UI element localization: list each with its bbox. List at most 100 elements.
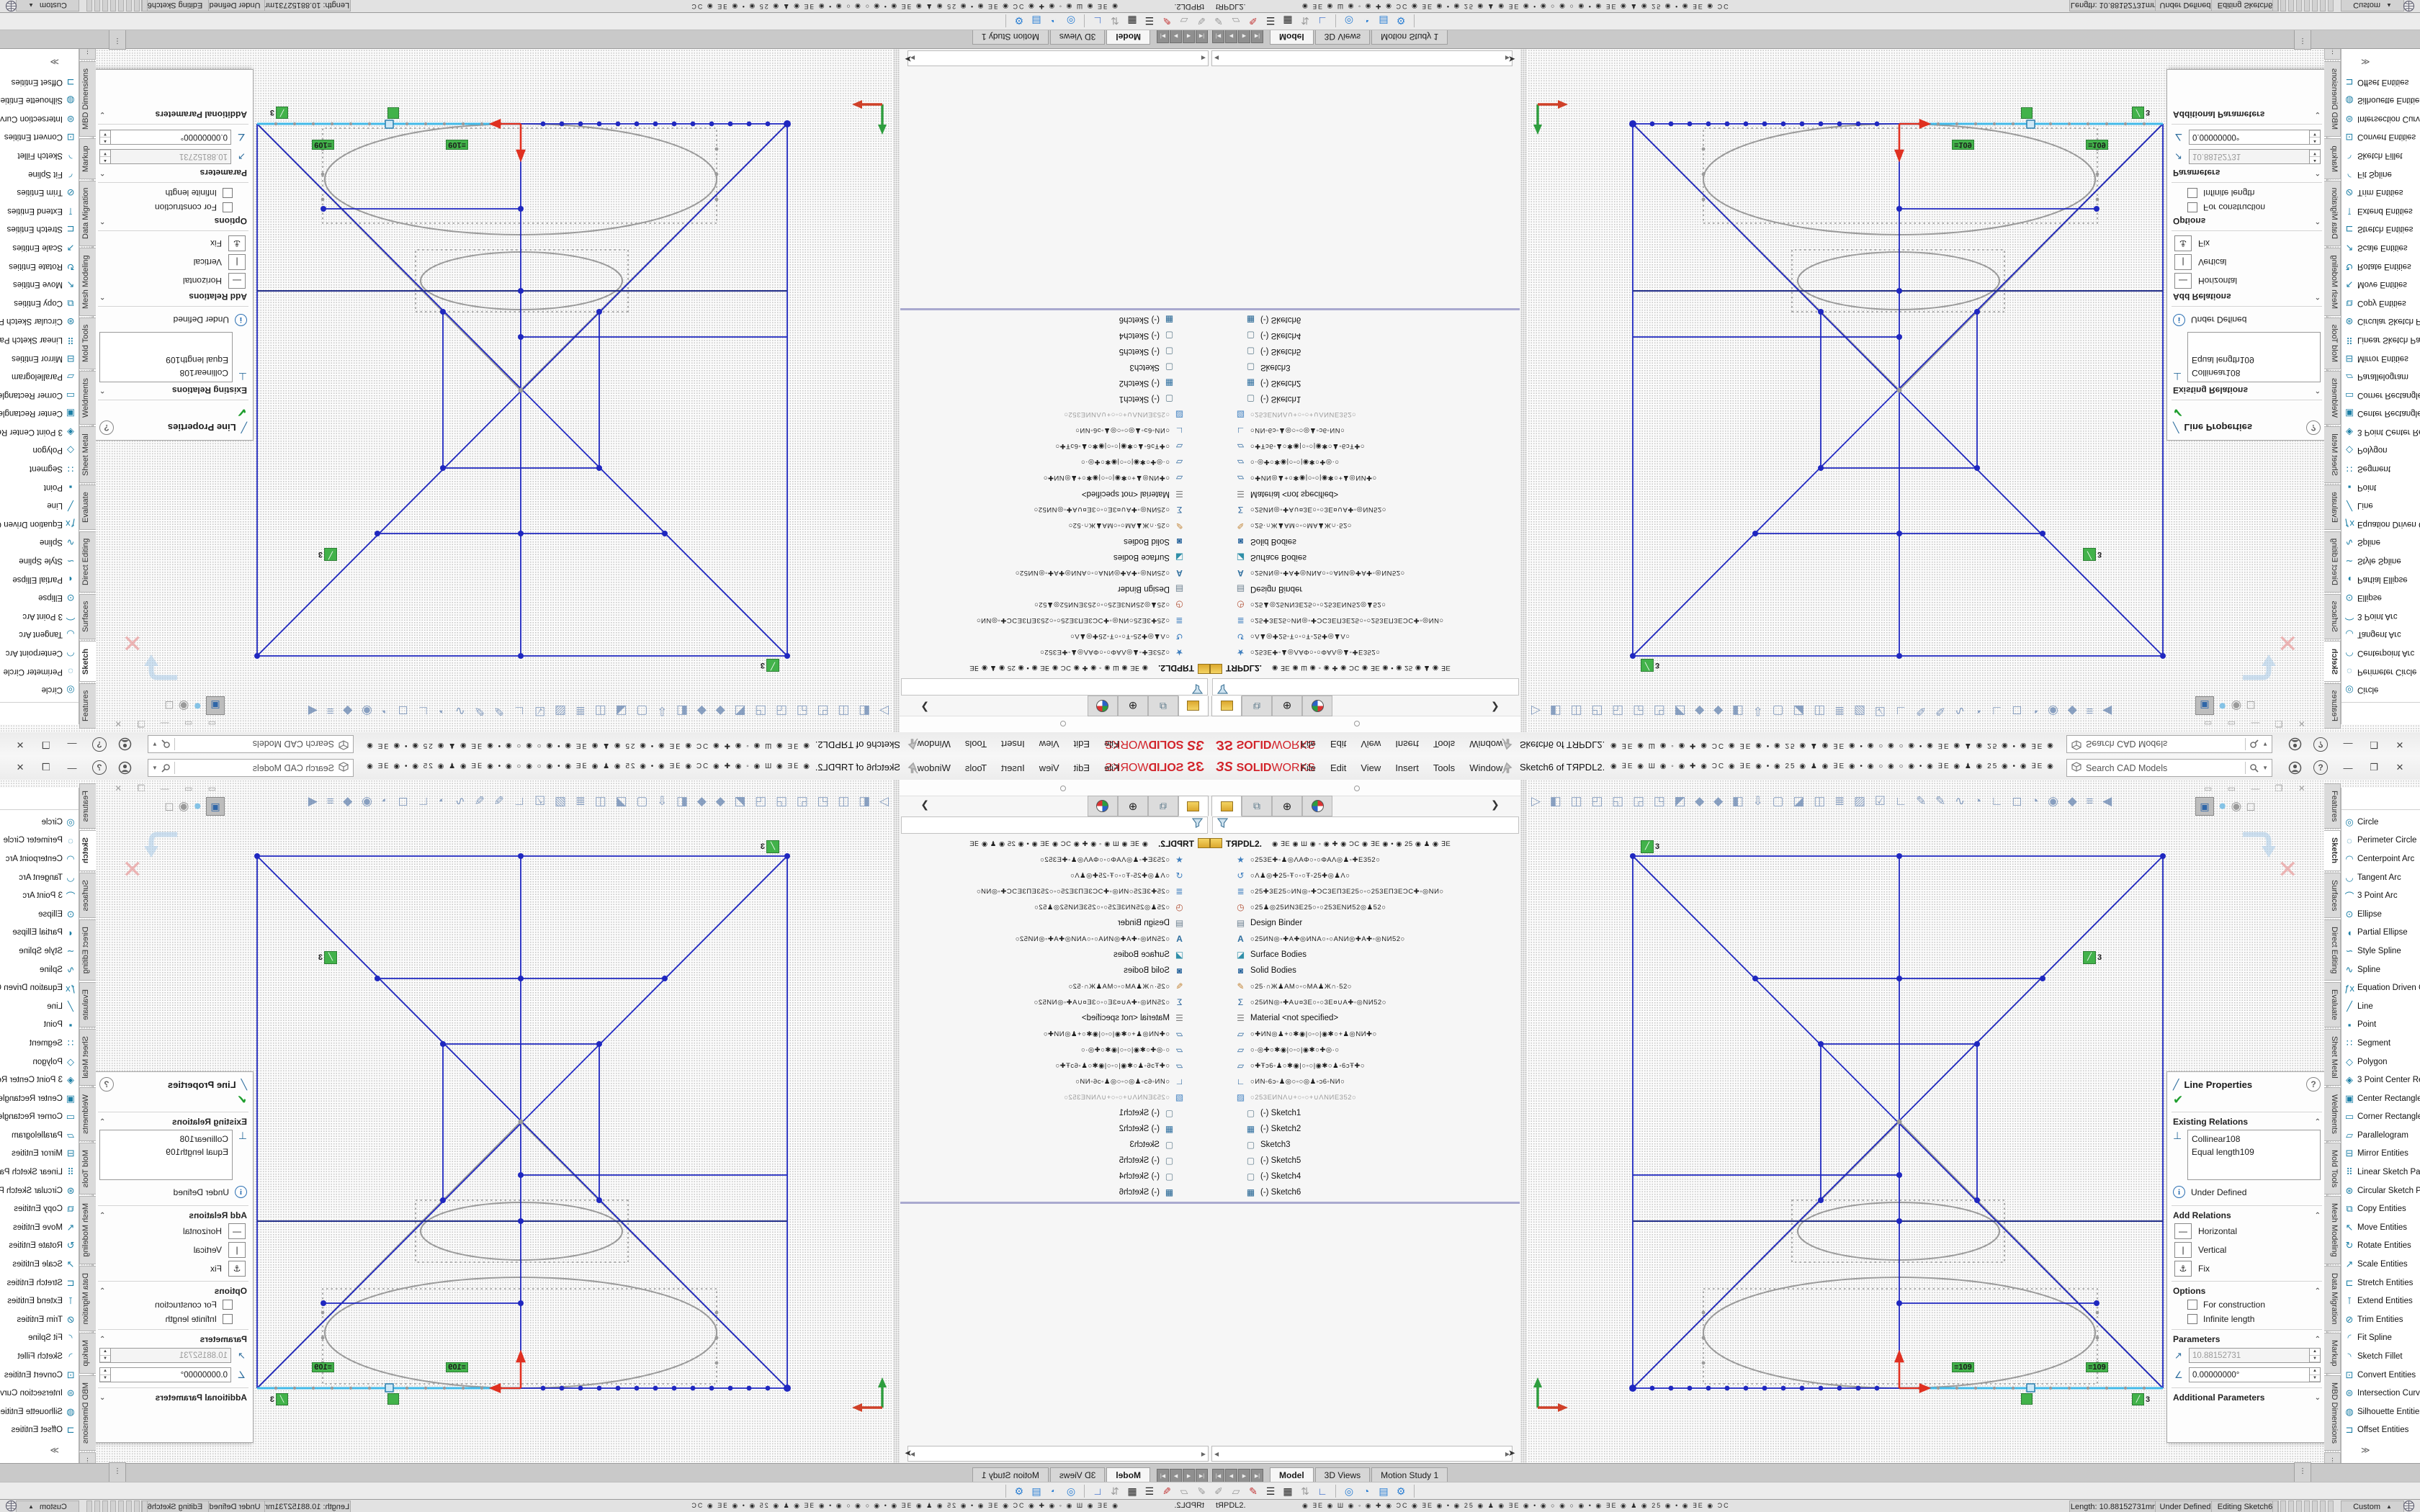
layers-icon[interactable]: ☰ bbox=[1265, 1485, 1276, 1497]
tree-row[interactable]: ≣ ○25✚3Ε25○ИΝ◎◦✚ƆC3ΕΠ3Ε25○◦○253ΕΠ3ΕƆC✚◦◎Ν… bbox=[1210, 613, 1521, 629]
equal-length-badge[interactable]: ≡109 bbox=[312, 139, 334, 152]
tab-direct-editing[interactable]: Direct Editing bbox=[2324, 531, 2341, 593]
tab-mbd-dimensions[interactable]: MBD Dimensions bbox=[79, 61, 96, 138]
tool-center-rectangle[interactable]: ▣ Center Rectangle bbox=[0, 408, 76, 420]
tool-intersection-curve[interactable]: ⊜ Intersection Curve bbox=[2345, 1387, 2420, 1399]
minimize-button[interactable]: — bbox=[67, 739, 77, 750]
section-existing-relations[interactable]: Existing Relations ⌃ bbox=[2173, 1117, 2321, 1127]
tab-model[interactable]: Model bbox=[1270, 30, 1314, 45]
plane-display-icon[interactable]: ▱ bbox=[1180, 15, 1188, 27]
tree-row-right-plane[interactable]: ▱ ○✚Ŧɔ6◦♟○✱◉|○◦○|◉✱○♟◦6ɔŦ✚○ bbox=[899, 1058, 1210, 1074]
account-icon[interactable] bbox=[2285, 759, 2305, 776]
search-dropdown-icon[interactable]: ▼ bbox=[2262, 765, 2268, 771]
motion-setup-icon[interactable]: ◎ bbox=[1344, 1485, 1354, 1497]
tool-fit-spline[interactable]: ◜ Fit Spline bbox=[28, 1332, 73, 1344]
equal-length-badge[interactable]: ≡109 bbox=[1952, 139, 1974, 152]
tab-sketch[interactable]: Sketch bbox=[79, 641, 96, 682]
account-icon[interactable] bbox=[115, 736, 135, 753]
add-relation-fix[interactable]: ⚓ Fix bbox=[2167, 1259, 2326, 1278]
tool-3-point-arc[interactable]: ⌒ 3 Point Arc bbox=[2344, 891, 2398, 902]
pin-menu-icon[interactable] bbox=[1500, 737, 1512, 750]
menu-insert[interactable]: Insert bbox=[1001, 762, 1025, 773]
checkbox[interactable] bbox=[2187, 202, 2197, 212]
tool-mirror-entities[interactable]: ⊟ Mirror Entities bbox=[2345, 1148, 2408, 1159]
tab-markup[interactable]: Markup bbox=[2324, 1333, 2341, 1374]
help-icon[interactable]: ? bbox=[89, 759, 109, 776]
results-folder-icon[interactable]: ▤ bbox=[1379, 1485, 1389, 1497]
tab-nav-buttons[interactable]: |◀ ◀ ▶ ▶| bbox=[1156, 1469, 1208, 1482]
tree-row-sketch2[interactable]: ▦ (-) Sketch2 bbox=[899, 1121, 1210, 1137]
relation-item[interactable]: Collinear108 bbox=[2192, 1134, 2241, 1144]
tool-spline[interactable]: ∿ Spline bbox=[2345, 537, 2380, 549]
tab-strip-overflow[interactable]: ⋮ bbox=[2294, 1462, 2311, 1482]
tree-row-front-plane[interactable]: ▱ ○✚ИΝ◎♟+○✱◉|○◦○|◉✱○+♟◎ΝИ✚○ bbox=[899, 470, 1210, 486]
tab-sheet-metal[interactable]: Sheet Metal bbox=[2324, 1029, 2341, 1086]
relation-badge-square[interactable] bbox=[2021, 1393, 2033, 1405]
search-icon[interactable] bbox=[2245, 762, 2262, 774]
section-options[interactable]: Options ⌃ bbox=[2173, 216, 2321, 226]
tool-ellipse[interactable]: ⊙ Ellipse bbox=[38, 908, 75, 919]
tool-ellipse[interactable]: ⊙ Ellipse bbox=[2345, 908, 2382, 919]
tree-row-sketch3[interactable]: ▢ Sketch3 bbox=[1210, 1137, 1521, 1153]
tree-row[interactable]: ★ ○253Ε✚◦♟◎ΛΑΦ○◦○ΦΑΛ◎♟◦✚Ε352○ bbox=[1210, 644, 1521, 660]
tool-circle[interactable]: ◎ Circle bbox=[41, 685, 75, 696]
tree-row-sketch2[interactable]: ▦ (-) Sketch2 bbox=[1210, 375, 1521, 391]
search-input[interactable]: Search CAD Models bbox=[2086, 762, 2168, 773]
tree-row[interactable]: Σ ○25ИΝ◎◦✚Α∪¤3Ε○◦○3Ε¤∪Α✚◦◎ΝИ52○ bbox=[899, 994, 1210, 1010]
tab-direct-editing[interactable]: Direct Editing bbox=[79, 531, 96, 593]
length-stepper[interactable]: ▲ ▼ bbox=[2310, 149, 2321, 164]
tab-sketch[interactable]: Sketch bbox=[2324, 830, 2341, 871]
tree-row[interactable]: A ○25ИΝ◎◦✚Α✚◎ИΝΑ○◦○ΑΝИ◎✚Α✚◦◎ΝИ52○ bbox=[1210, 565, 1521, 581]
tree-row[interactable]: ◷ ○25♟◎25ИΝ3Ε25○◦○253ΕΝИ52◎♟52○ bbox=[899, 597, 1210, 613]
tree-row-origin[interactable]: ∟ ○ИΝ◦6ɔ◦♟◎○◦○◎♟◦ɔ6◦ΝИ○ bbox=[1210, 1074, 1521, 1089]
menu-view[interactable]: View bbox=[1039, 762, 1059, 773]
tool-corner-rectangle[interactable]: ▭ Corner Rectangle bbox=[2344, 1111, 2420, 1122]
relations-list[interactable]: Collinear108 Equal length109 bbox=[99, 1130, 233, 1180]
tree-row-sketch5[interactable]: ▢ (-) Sketch5 bbox=[1210, 343, 1521, 359]
pin-menu-icon[interactable] bbox=[908, 762, 920, 775]
tree-row-origin[interactable]: ∟ ○ИΝ◦6ɔ◦♟◎○◦○◎♟◦ɔ6◦ΝИ○ bbox=[1210, 423, 1521, 438]
menu-file[interactable]: File bbox=[1104, 762, 1119, 773]
rollback-bar[interactable] bbox=[900, 308, 1210, 310]
confirmation-corner-arrow-icon[interactable] bbox=[2238, 830, 2276, 863]
angle-stepper[interactable]: ▲ ▼ bbox=[99, 1367, 110, 1382]
option-for-construction[interactable]: For construction bbox=[2167, 200, 2326, 215]
tab-mesh-modeling[interactable]: Mesh Modeling bbox=[79, 1196, 96, 1264]
section-view-icon[interactable]: ⇅ bbox=[1111, 15, 1119, 27]
tree-row[interactable]: ↺ ○Λ♟◎✚25◦Ŧ○◦○Ŧ◦25✚◎♟Λ○ bbox=[899, 868, 1210, 883]
tree-row[interactable]: Σ ○25ИΝ◎◦✚Α∪¤3Ε○◦○3Ε¤∪Α✚◦◎ΝИ52○ bbox=[1210, 502, 1521, 518]
gear-icon[interactable]: ⚙ bbox=[1396, 15, 1406, 27]
tool-convert-entities[interactable]: ⊡ Convert Entities bbox=[4, 1369, 75, 1380]
tool-style-spline[interactable]: ∽ Style Spline bbox=[19, 556, 75, 567]
tool-line[interactable]: ╱ Line bbox=[2347, 500, 2373, 512]
add-relation-vertical[interactable]: | Vertical bbox=[2167, 253, 2326, 271]
section-existing-relations[interactable]: Existing Relations ⌃ bbox=[99, 1117, 247, 1127]
tree-row[interactable]: ↺ ○Λ♟◎✚25◦Ŧ○◦○Ŧ◦25✚◎♟Λ○ bbox=[899, 629, 1210, 644]
tab-3d-views[interactable]: 3D Views bbox=[1314, 30, 1371, 45]
section-additional-parameters[interactable]: Additional Parameters ⌄ bbox=[2173, 109, 2321, 120]
axis-icon[interactable]: ∟ bbox=[1093, 1485, 1103, 1497]
tree-vertical-scrollbar[interactable] bbox=[893, 49, 900, 732]
relation-badge[interactable]: ╱ 3 bbox=[761, 659, 779, 672]
tool-3-point-center-rectangle[interactable]: ◈3 Point Center Recta... bbox=[0, 426, 74, 438]
tool-3-point-center-rectangle[interactable]: ◈3 Point Center Recta... bbox=[0, 1074, 74, 1086]
tree-root[interactable]: TЯPDL2. ◉ ∃Ε ◉ Ш ◉ ◦ ◉ ✚ ◉ ƆC ◉ ∃Ε ◉ • ◉ … bbox=[899, 660, 1210, 676]
search-icon[interactable] bbox=[157, 762, 175, 774]
results-folder-icon[interactable]: ▤ bbox=[1031, 1485, 1041, 1497]
tree-row-sketch1[interactable]: ▢ (-) Sketch1 bbox=[1210, 391, 1521, 407]
tool-circular-sketch-pattern[interactable]: ⊛Circular Sketch Pattern bbox=[2345, 316, 2420, 328]
option-infinite-length[interactable]: Infinite length bbox=[2167, 186, 2326, 200]
tool-tangent-arc[interactable]: ◡ Tangent Arc bbox=[19, 629, 75, 641]
tree-row-origin[interactable]: ∟ ○ИΝ◦6ɔ◦♟◎○◦○◎♟◦ɔ6◦ΝИ○ bbox=[899, 1074, 1210, 1089]
help-icon[interactable]: ? bbox=[2311, 759, 2331, 776]
tool-copy-entities[interactable]: ⧉ Copy Entities bbox=[2346, 297, 2406, 309]
tab-3d-views[interactable]: 3D Views bbox=[1049, 1467, 1106, 1482]
tab-surfaces[interactable]: Surfaces bbox=[2324, 872, 2341, 918]
section-parameters[interactable]: Parameters ⌃ bbox=[2173, 1334, 2321, 1344]
tool-extend-entities[interactable]: ⊺ Extend Entities bbox=[2347, 1295, 2413, 1307]
menu-insert[interactable]: Insert bbox=[1395, 762, 1419, 773]
tree-row-solid-bodies[interactable]: ◙ Solid Bodies bbox=[1210, 534, 1521, 549]
tool-point[interactable]: ▪ Point bbox=[43, 1019, 73, 1030]
panel-splitter[interactable] bbox=[1210, 780, 1521, 796]
